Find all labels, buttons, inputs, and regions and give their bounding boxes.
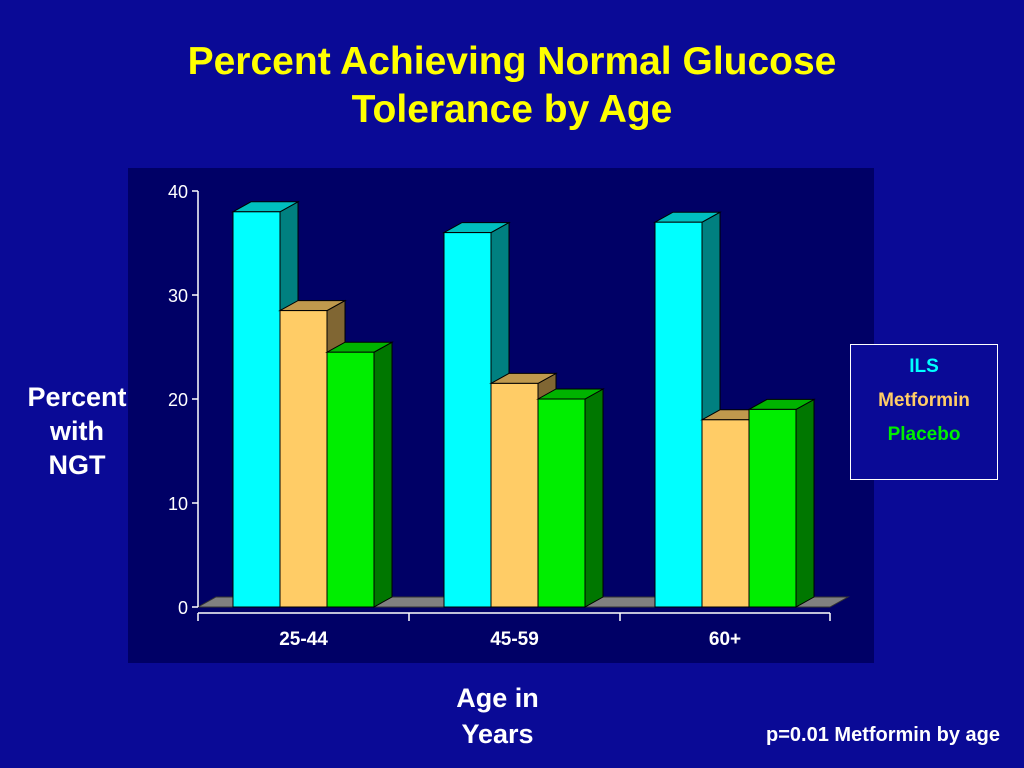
bar-metformin-25-44 bbox=[279, 310, 328, 608]
bar-placebo-25-44 bbox=[326, 351, 375, 608]
bar-metformin-60+ bbox=[701, 419, 750, 608]
y-tick-label: 20 bbox=[168, 390, 188, 410]
legend-item-metformin: Metformin bbox=[878, 390, 970, 411]
chart-title-line-1: Percent Achieving Normal Glucose bbox=[187, 40, 837, 83]
footnote: p=0.01 Metformin by age bbox=[766, 724, 1000, 746]
bar-side-placebo-25-44 bbox=[373, 341, 393, 608]
bar-metformin-45-59 bbox=[490, 382, 539, 608]
bar-side-placebo-45-59 bbox=[584, 388, 604, 608]
y-axis-label-line: Percent bbox=[27, 382, 127, 412]
bar-ils-25-44 bbox=[232, 211, 281, 608]
x-axis-label: Age in Years bbox=[420, 680, 575, 752]
chart-title-line-2: Tolerance by Age bbox=[351, 88, 673, 131]
x-tick-label: 25-44 bbox=[279, 629, 328, 650]
y-axis-label-line: NGT bbox=[48, 450, 106, 480]
y-tick-label: 0 bbox=[178, 598, 188, 618]
legend-item-ils: ILS bbox=[909, 356, 939, 377]
legend: ILS Metformin Placebo bbox=[850, 344, 998, 480]
legend-item-placebo: Placebo bbox=[887, 424, 961, 445]
x-tick-label: 45-59 bbox=[490, 629, 539, 650]
bar-ils-45-59 bbox=[443, 232, 492, 608]
x-axis-label-line: Years bbox=[461, 719, 534, 749]
y-axis-label: Percent with NGT bbox=[12, 380, 142, 482]
y-tick-label: 40 bbox=[168, 182, 188, 202]
chart-title: Percent Achieving Normal Glucose Toleran… bbox=[0, 38, 1024, 134]
y-axis-label-line: with bbox=[50, 416, 104, 446]
bar-ils-60+ bbox=[654, 221, 703, 608]
bar-side-placebo-60+ bbox=[795, 398, 815, 608]
bar-placebo-60+ bbox=[748, 408, 797, 608]
y-tick-label: 10 bbox=[168, 494, 188, 514]
x-axis-label-line: Age in bbox=[456, 683, 539, 713]
bar-placebo-45-59 bbox=[537, 398, 586, 608]
y-tick-label: 30 bbox=[168, 286, 188, 306]
x-tick-label: 60+ bbox=[709, 629, 741, 650]
